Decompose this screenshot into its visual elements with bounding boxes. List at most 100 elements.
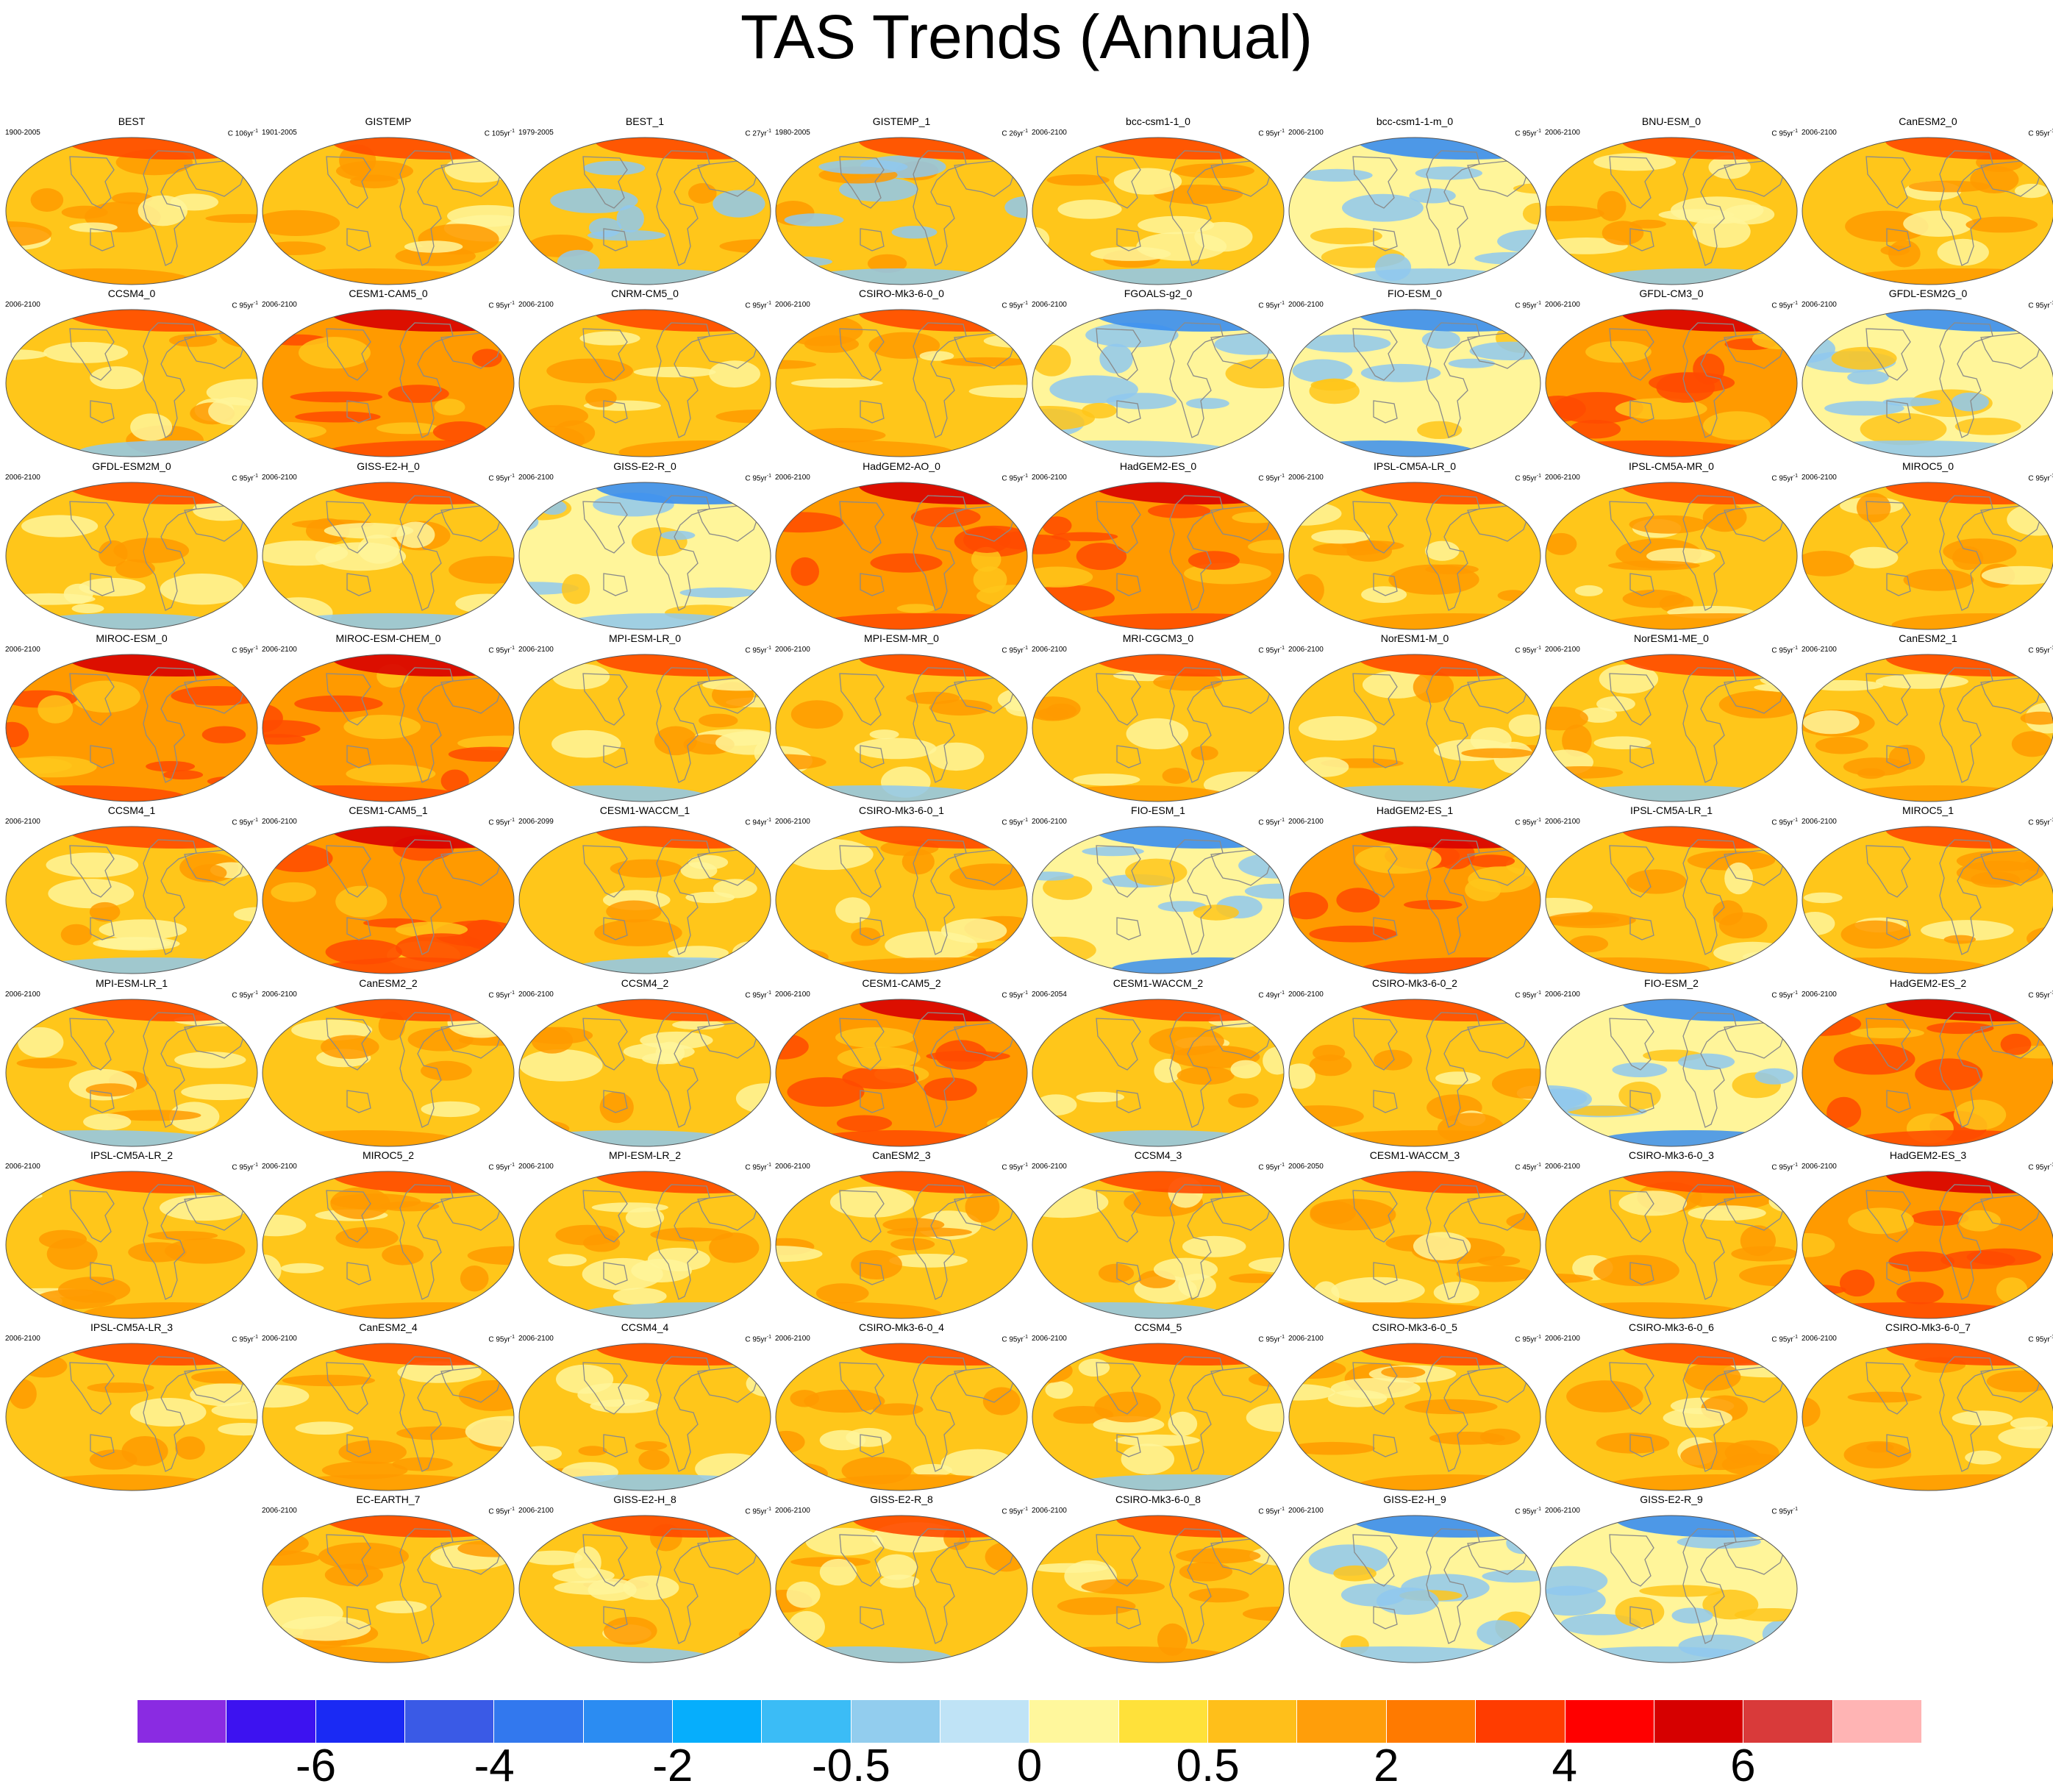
panel-scale-text: C 95yr [2028,301,2050,310]
panel-scale: C 95yr-1 [232,1333,258,1344]
world-map [262,137,515,285]
trend-blob [264,596,333,629]
panel-scale-text: C 95yr [1001,474,1024,482]
panel-scale-text: C 95yr [745,301,767,310]
trend-blob [1943,935,1976,944]
panel-period: 2006-2100 [1032,301,1067,310]
panel-period: 2006-2100 [262,301,297,310]
southern-ocean-band [1546,785,1797,802]
trend-blob [1546,396,1586,423]
map-outline [5,999,258,1146]
trend-blob [1057,199,1122,219]
trend-blob [2011,731,2053,757]
panel-scale-exponent: -1 [1023,129,1028,134]
trend-blob [616,204,644,232]
trend-blob [97,937,180,951]
map-outline [262,309,515,457]
trend-blob [1896,1281,1944,1304]
panel-title: MPI-ESM-MR_0 [864,632,939,644]
world-map [1288,482,1541,630]
panel-scale: C 95yr-1 [488,1161,515,1172]
trend-blob [1702,502,1747,532]
world-map [1288,1171,1541,1319]
trend-blob [1965,216,2038,233]
trend-blob [1546,765,1624,779]
trend-blob [1850,1027,1924,1038]
southern-ocean-band [1340,268,1520,285]
trend-blob [1593,153,1677,171]
trend-blob [551,729,621,758]
trend-blob [1599,664,1659,694]
coastline [603,917,628,940]
map-outline [1802,482,2053,630]
panel-period: 2006-2100 [518,1507,554,1516]
coastline [1096,1534,1141,1588]
trend-blob [1076,542,1127,570]
coastline [603,1262,628,1285]
trend-blob [524,1550,583,1566]
southern-ocean-band [268,613,513,629]
map-outline [775,1171,1028,1319]
trend-blob [1157,901,1207,913]
trend-blob [1168,1411,1198,1436]
panel-scale: C 95yr-1 [1515,127,1541,138]
map-outline [262,1171,515,1319]
map-base-field [519,1343,771,1491]
coastline [1886,572,1911,596]
trend-blob [336,160,413,182]
map-outline [1032,309,1285,457]
panel-scale-exponent: -1 [1279,129,1285,134]
panel-scale-text: C 95yr [232,474,254,482]
panel-scale: C 95yr-1 [488,472,515,483]
trend-blob [1724,1440,1779,1466]
trend-blob [1474,251,1540,265]
trend-blob [1824,401,1904,416]
panel-scale: C 49yr-1 [1258,989,1285,1000]
trend-blob [519,1049,603,1082]
southern-ocean-band [25,1474,218,1491]
trend-blob [835,1027,915,1048]
panel-scale: C 95yr-1 [1771,816,1798,827]
trend-blob [1615,398,1707,420]
trend-blob [6,721,29,748]
panel-scale: C 45yr-1 [1515,1161,1541,1172]
coastline [1426,839,1480,956]
map-outline [1545,137,1798,285]
trend-blob [1188,550,1240,570]
panel-title: CanESM2_1 [1899,632,1957,644]
world-map [1545,654,1798,802]
colorbar-swatch [494,1700,584,1743]
coastline [656,494,710,611]
trend-blob [1626,869,1687,894]
panel-scale-exponent: -1 [766,473,771,479]
panel-scale-text: C 95yr [1515,818,1537,827]
coastline [656,1356,710,1473]
trend-blob [1639,1585,1724,1598]
world-map [1545,137,1798,285]
trend-blob [1154,1058,1182,1083]
trend-blob [1429,1432,1505,1445]
map-panel: CanESM2_4 2006-2100 C 95yr-1 [260,1321,516,1492]
map-panel: FGOALS-g2_0 2006-2100 C 95yr-1 [1030,288,1286,458]
colorbar-swatch [1029,1700,1119,1743]
trend-blob [168,334,218,348]
panel-title: MPI-ESM-LR_0 [608,632,682,644]
map-outline [775,826,1028,974]
panel-period: 2006-2100 [1802,990,1837,999]
trend-blob [271,882,316,902]
trend-blob [421,1101,480,1117]
trend-blob [2020,1460,2053,1474]
trend-blob [784,213,844,226]
panel-period: 1901-2005 [262,129,297,137]
panel-period: 2006-2100 [5,818,40,827]
panel-scale-exponent: -1 [766,645,771,651]
trend-blob [1866,1442,1894,1453]
panel-title: CSIRO-Mk3-6-0_6 [1629,1321,1714,1334]
coastline [860,1434,885,1457]
trend-blob [71,603,104,613]
trend-blob [963,526,1011,553]
map-panel: GISS-E2-H_9 2006-2100 C 95yr-1 [1287,1493,1543,1664]
coastline [1939,150,1993,266]
colorbar-swatch [762,1700,851,1743]
panel-scale-text: C 95yr [232,990,254,999]
